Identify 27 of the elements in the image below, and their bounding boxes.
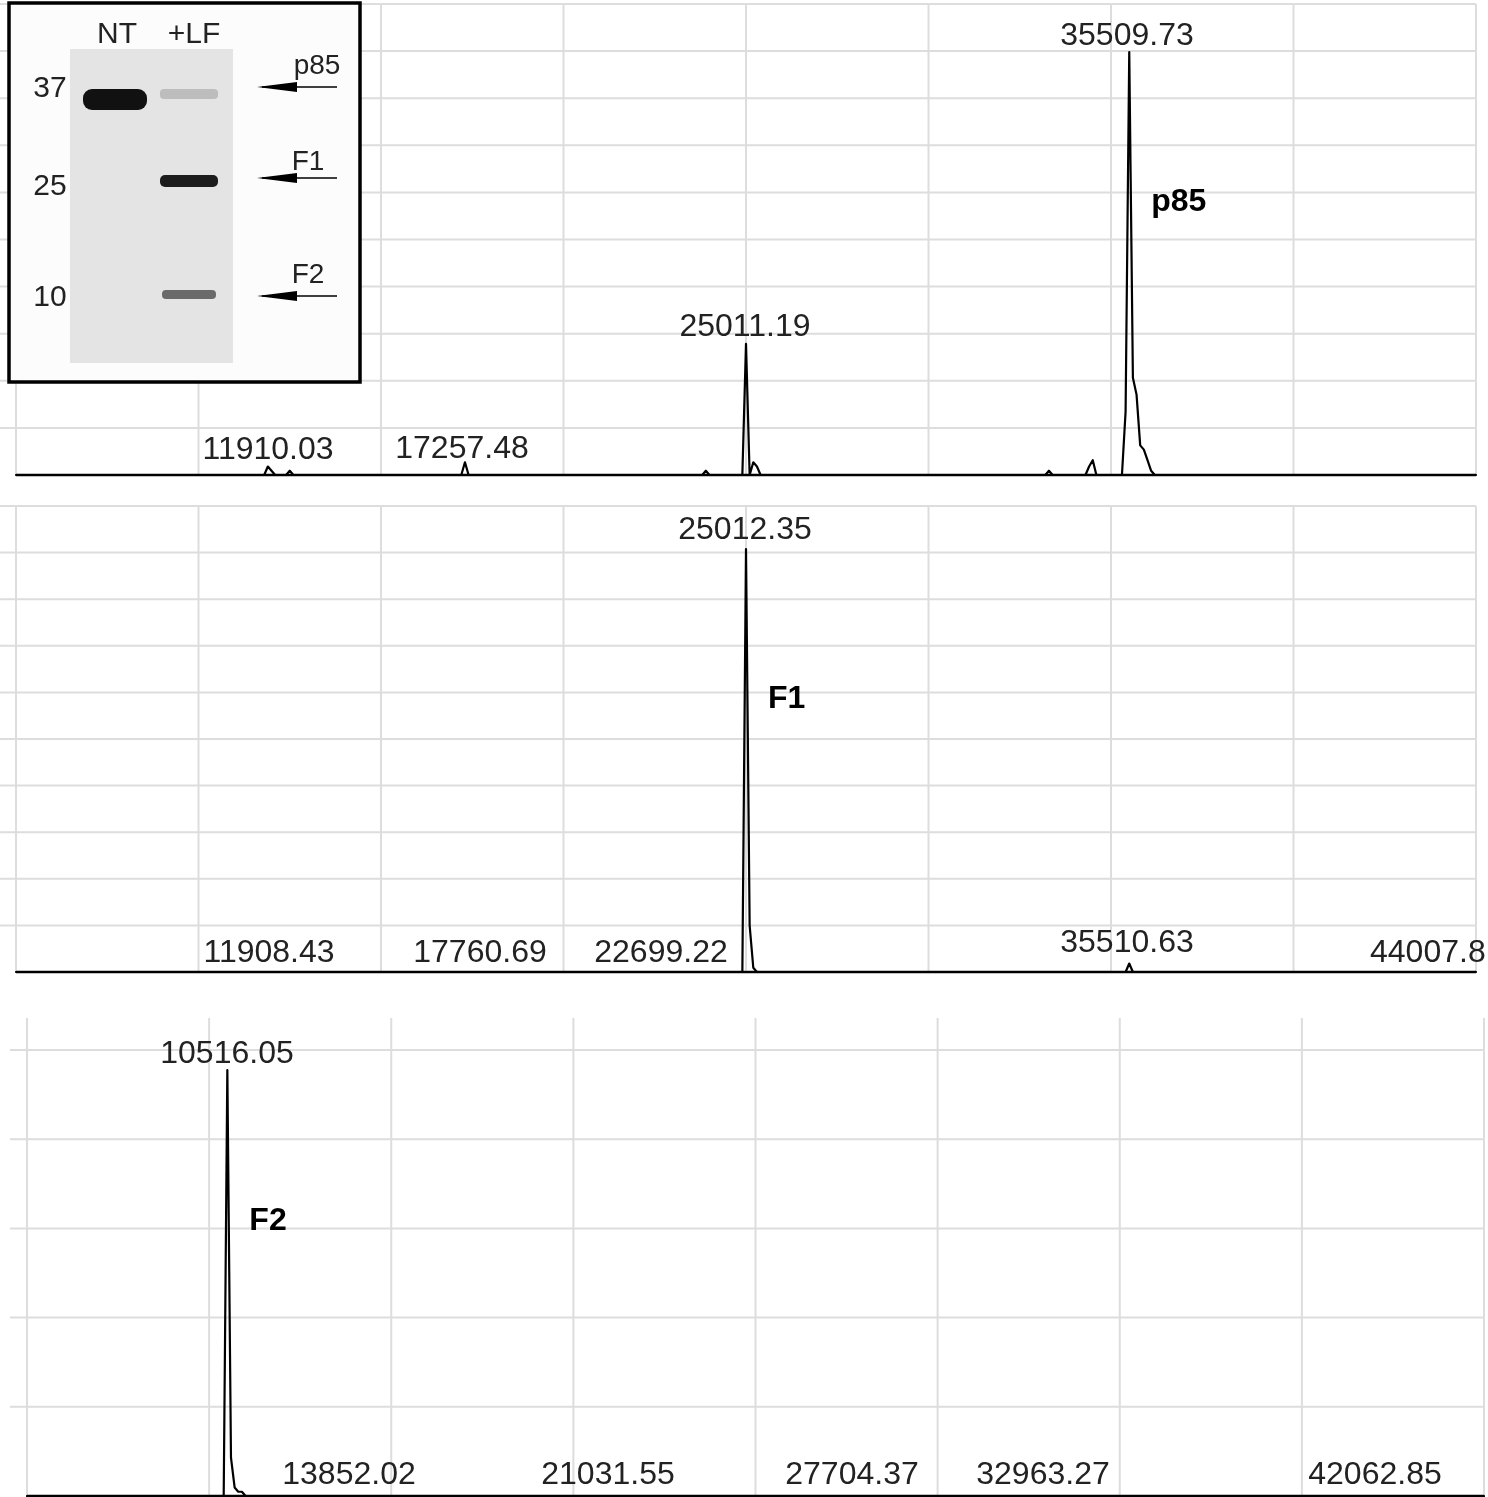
- text: 25012.35: [678, 510, 812, 546]
- annotation: 42062.85: [1308, 1455, 1442, 1491]
- annotation: 17760.69: [413, 933, 547, 969]
- annotation: 35509.73: [1060, 16, 1194, 52]
- annotation: 10516.05: [160, 1034, 294, 1070]
- annotation: 17257.48: [395, 429, 529, 465]
- text: NT: [97, 16, 137, 49]
- series-label: F1: [768, 679, 806, 716]
- annotation: 22699.22: [594, 933, 728, 969]
- annotation: F1: [291, 145, 325, 176]
- annotation: 25011.19: [679, 307, 811, 343]
- annotation: 21031.55: [541, 1455, 675, 1491]
- series-label: F2: [249, 1201, 287, 1238]
- text: +LF: [167, 16, 221, 49]
- annotation: p85: [293, 49, 341, 80]
- annotation: 35510.63: [1060, 923, 1194, 959]
- annotation: 27704.37: [785, 1455, 919, 1491]
- series-label: p85: [1151, 182, 1207, 219]
- annotation: 11910.03: [202, 430, 334, 466]
- annotation: 13852.02: [282, 1455, 416, 1491]
- annotation: 37: [33, 70, 67, 103]
- annotation: 32963.27: [976, 1455, 1110, 1491]
- annotation: 11908.43: [203, 933, 335, 969]
- annotation: 10: [33, 279, 67, 312]
- annotation: 44007.8: [1370, 933, 1486, 969]
- annotation: 25: [33, 168, 67, 201]
- annotation: F2: [291, 258, 325, 289]
